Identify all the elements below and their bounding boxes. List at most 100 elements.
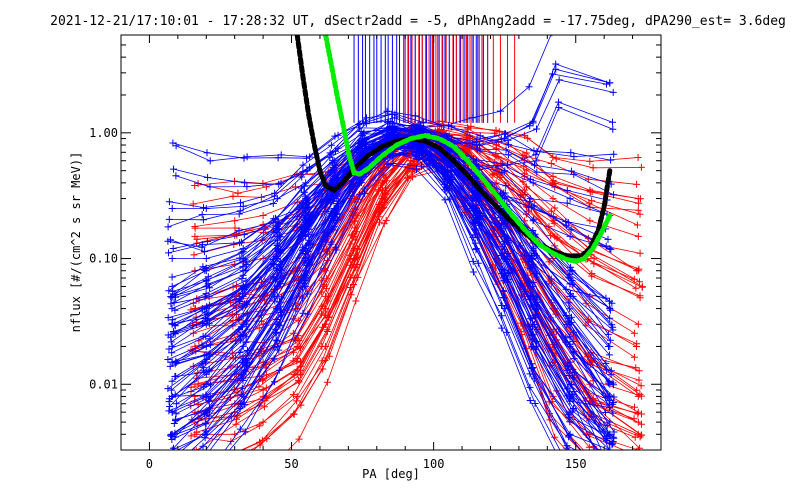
- blue-series-curve-1-variant-0-point-0: [170, 165, 177, 173]
- blue-series-curve-7-variant-2-point-10: [469, 268, 477, 276]
- blue-series-curve-10-variant-5-point-14: [609, 400, 617, 408]
- red-series-curve-7-variant-2-point-2: [261, 225, 269, 233]
- red-series-curve-4-variant-3-point-14: [634, 454, 641, 461]
- red-series-curve-4-variant-4-point-13: [586, 449, 587, 450]
- red-series-curve-6-variant-3-point-14: [638, 431, 646, 439]
- blue-series-curve-3-variant-5-point-6: [360, 185, 368, 193]
- red-series-curve-5-variant-2-point-12: [547, 231, 555, 239]
- blue-series-curve-6-variant-0-point-0: [168, 305, 176, 313]
- red-series-curve-8-variant-4-point-5: [346, 255, 354, 263]
- red-series-curve-0-variant-1-point-13: [589, 164, 597, 172]
- blue-series-curve-10-variant-4-point-10: [476, 213, 484, 221]
- blue-series-curve-4-variant-3-point-12: [526, 195, 534, 203]
- blue-series-curve-11-variant-4-point-12: [533, 125, 540, 133]
- plot-frame: [120, 34, 662, 451]
- red-series-curve-5-variant-2-point-14: [632, 284, 640, 292]
- blue-series-curve-4-variant-2-point-4: [299, 161, 307, 169]
- blue-series-curve-11-variant-5-point-9: [444, 132, 452, 140]
- blue-series-curve-9-variant-1-point-0: [165, 345, 173, 353]
- blue-series-curve-11-variant-2-point-10: [468, 114, 476, 122]
- blue-series-curve-7-variant-3-point-14: [608, 481, 615, 488]
- blue-series-curve-8-variant-3-point-1: [204, 396, 212, 404]
- blue-series-curve-11-variant-5-point-12: [529, 117, 537, 125]
- blue-series-curve-3-variant-1-point-1: [199, 442, 207, 450]
- red-series-curve-3-variant-2-point-14: [630, 329, 638, 337]
- blue-series-curve-7-variant-3-point-7: [389, 160, 397, 167]
- blue-series-curve-1-variant-3-point-2: [243, 183, 251, 191]
- blue-series-curve-7-variant-3-point-10: [474, 259, 482, 267]
- blue-series-curve-7-variant-1-point-2: [238, 384, 246, 392]
- blue-series-curve-11-variant-3-point-0: [171, 330, 179, 338]
- blue-series-curve-11-variant-4-point-14: [609, 88, 617, 96]
- blue-series-curve-11-variant-4-point-11: [504, 136, 512, 144]
- blue-series-curve-3-variant-5-point-2: [241, 401, 249, 409]
- blue-series-curve-10-variant-4-point-3: [277, 306, 285, 314]
- red-series-curve-8-point-3: [293, 366, 301, 374]
- red-series-curve-4-variant-4-point-5: [347, 284, 355, 291]
- red-series-curve-0-point-1: [231, 217, 239, 225]
- blue-series-curve-7-variant-2-point-6: [356, 190, 364, 198]
- blue-series-curve-10-variant-5-point-4: [305, 239, 312, 247]
- blue-series-curve-10-variant-2-point-1: [200, 352, 208, 360]
- blue-series-curve-11-variant-5-point-2: [239, 247, 247, 255]
- blue-series-curve-11-variant-2-point-4: [298, 173, 306, 181]
- blue-series-curve-4-variant-3-point-4: [299, 168, 307, 176]
- blue-series-curve-4-variant-2-point-0: [165, 198, 173, 206]
- blue-series-curve-1-variant-4-point-6: [363, 114, 370, 122]
- blue-series-curve-3-variant-0-point-14: [605, 481, 612, 488]
- blue-series-curve-7-variant-2-point-0: [166, 484, 173, 491]
- blue-series-curve-7-variant-4-point-3: [270, 355, 278, 363]
- blue-series-curve-6-variant-4-point-0: [171, 306, 179, 314]
- red-series-curve-8-variant-2-point-14: [636, 433, 644, 441]
- blue-series-curve-11-variant-4-point-8: [419, 126, 427, 134]
- blue-series-curve-1-variant-2-point-4: [303, 154, 310, 162]
- blue-series-curve-0-variant-3-point-0: [168, 455, 175, 462]
- blue-series-curve-10-variant-3-point-1: [201, 431, 209, 438]
- blue-series-curve-9-variant-0-point-1: [204, 280, 212, 288]
- blue-series-curve-8-variant-1-point-0: [172, 400, 180, 408]
- red-series-curve-8-variant-0-point-5: [348, 232, 356, 240]
- blue-series-curve-3-variant-5-point-3: [275, 346, 283, 354]
- blue-series-curve-11-variant-0-point-12: [526, 122, 534, 130]
- red-series-curve-4-variant-0-point-0: [187, 432, 195, 440]
- blue-series-curve-6-variant-0-point-1: [202, 290, 210, 298]
- blue-series-curve-10-variant-4-point-2: [243, 362, 250, 370]
- blue-series-curve-4-variant-1-point-13: [562, 218, 570, 225]
- red-series-curve-0-variant-4-point-14: [634, 154, 642, 161]
- blue-series-curve-10-variant-0-point-8: [414, 142, 422, 150]
- blue-series-curve-9-variant-0-point-2: [241, 266, 249, 274]
- blue-series-curve-9-variant-3-point-13: [562, 312, 570, 319]
- blue-series-curve-1-variant-5-point-14: [607, 245, 615, 253]
- blue-series-curve-7-variant-3-point-6: [361, 189, 369, 197]
- red-series-curve-7-point-14: [634, 232, 642, 240]
- blue-series-curve-1-variant-2-point-1: [203, 149, 211, 157]
- blue-series-curve-11-variant-4-point-13: [555, 76, 563, 84]
- blue-series-curve-9-variant-0-point-14: [608, 321, 616, 329]
- red-series-curve-8-point-2: [259, 386, 267, 394]
- red-series-curve-6-variant-2-point-9: [465, 146, 473, 154]
- blue-series-curve-9-variant-5-point-5: [331, 175, 339, 183]
- blue-series-curve-1-variant-3-point-3: [277, 179, 285, 187]
- blue-series-curve-7-point-14: [606, 446, 614, 450]
- red-series-curve-4-variant-4-point-1: [228, 452, 235, 459]
- blue-series-curve-1-variant-4-point-3: [277, 151, 285, 159]
- blue-series-curve-1-variant-3-point-1: [206, 183, 214, 191]
- blue-series-curve-4-variant-3-point-2: [236, 207, 244, 215]
- red-series-curve-4-variant-2-point-6: [380, 220, 388, 228]
- blue-series-curve-11-variant-4-point-2: [243, 261, 251, 269]
- y-tick-label-1: 0.10: [89, 252, 118, 266]
- blue-series-curve-1-variant-3-point-0: [172, 172, 180, 180]
- red-series-curve-7-variant-2-point-11: [523, 149, 531, 157]
- blue-series-curve-11-variant-3-point-3: [276, 257, 284, 265]
- blue-series-curve-5-variant-3-point-0: [167, 386, 175, 394]
- blue-series-curve-8-variant-2-point-0: [167, 300, 175, 308]
- blue-series-curve-11-variant-3-point-2: [242, 300, 250, 308]
- blue-series-curve-10-variant-3-point-10: [471, 225, 479, 233]
- blue-series-curve-10-point-0: [168, 408, 176, 416]
- red-series-curve-0-variant-1-point-10: [495, 128, 503, 136]
- blue-series-curve-4-variant-2-point-10: [470, 155, 477, 163]
- red-series-curve-3-point-14: [634, 320, 642, 328]
- blue-series-curve-11-variant-1-point-7: [390, 126, 398, 134]
- blue-series-curve-9-variant-2-point-12: [530, 215, 538, 223]
- blue-series-curve-4-variant-3-point-6: [356, 124, 364, 132]
